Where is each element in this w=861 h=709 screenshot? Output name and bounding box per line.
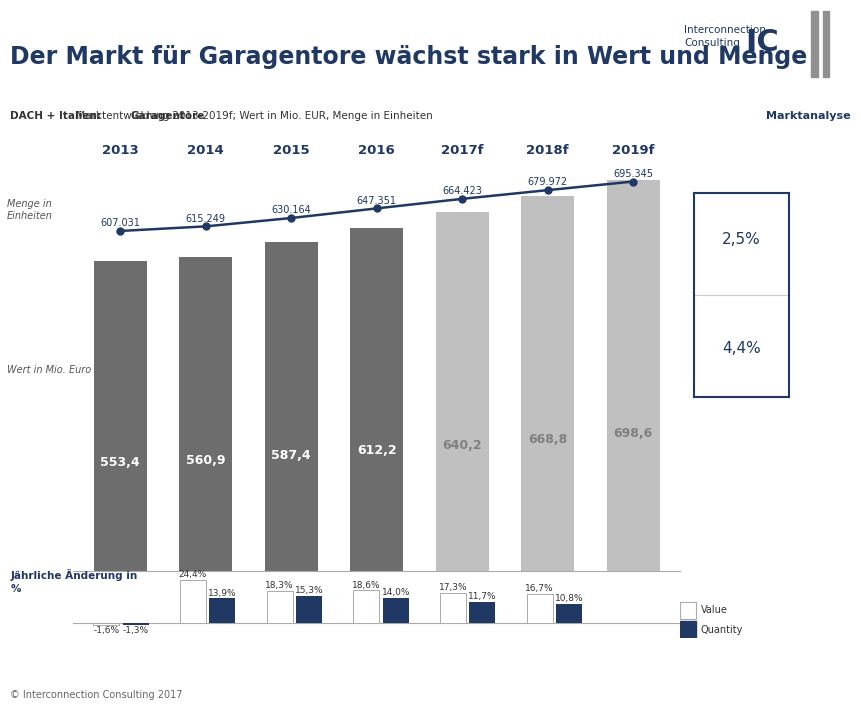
Text: 24,4%: 24,4% [179,571,207,579]
Text: 18,6%: 18,6% [352,581,381,589]
Bar [350,228,403,571]
Text: 664.423: 664.423 [443,186,482,196]
Text: 560,9: 560,9 [186,454,226,467]
Text: 647.351: 647.351 [356,196,397,206]
Bar [180,581,206,623]
Text: Interconnection
Consulting: Interconnection Consulting [684,25,766,48]
Text: 10,8%: 10,8% [554,594,584,603]
Text: DACH + Italien:: DACH + Italien: [10,111,102,121]
Text: 2015: 2015 [273,143,309,157]
Bar [680,621,696,638]
Text: 640,2: 640,2 [443,439,482,452]
Text: 2018f: 2018f [526,143,569,157]
Text: 11,7%: 11,7% [468,593,497,601]
Text: 2,5%: 2,5% [722,233,761,247]
Text: -1,3%: -1,3% [122,625,149,635]
Text: 15,3%: 15,3% [294,586,324,596]
Text: -1,6%: -1,6% [93,626,119,635]
Text: 17,3%: 17,3% [439,583,468,592]
Text: Marktanalyse: Marktanalyse [766,111,851,121]
Text: 13,9%: 13,9% [208,588,237,598]
Text: Quantity: Quantity [701,625,743,635]
Text: 630.164: 630.164 [271,205,311,216]
Bar [469,603,495,623]
Bar [812,11,818,77]
Bar [296,596,322,623]
Text: Garagentore: Garagentore [131,111,205,121]
Bar [93,623,119,625]
Text: 612,2: 612,2 [356,445,397,457]
Bar [122,623,149,625]
Bar [440,593,466,623]
Text: IC: IC [746,28,779,57]
Text: CAGR
16-20f: CAGR 16-20f [720,158,763,186]
Text: 695.345: 695.345 [613,169,653,179]
Text: 4,4%: 4,4% [722,340,761,355]
Text: Der Markt für Garagentore wächst stark in Wert und Menge: Der Markt für Garagentore wächst stark i… [10,45,808,69]
Text: © Interconnection Consulting 2017: © Interconnection Consulting 2017 [10,691,183,700]
Text: Jährliche Änderung in
%: Jährliche Änderung in % [10,569,138,594]
Bar [521,196,574,571]
Bar [527,593,553,623]
Text: Value: Value [701,605,728,615]
Bar [209,598,235,623]
Text: 679.972: 679.972 [528,177,567,187]
Text: 2013: 2013 [102,143,139,157]
Text: Menge in
Einheiten: Menge in Einheiten [7,199,53,221]
Text: 16,7%: 16,7% [525,584,554,593]
Text: 2017f: 2017f [441,143,483,157]
Bar [823,11,829,77]
Bar [680,602,696,619]
Text: 14,0%: 14,0% [381,588,410,598]
Bar [436,213,489,571]
Text: 615.249: 615.249 [186,213,226,223]
Bar [353,591,380,623]
Bar [267,591,293,623]
Text: Marktentwicklung: Marktentwicklung [73,111,173,121]
Bar [383,598,409,623]
Text: Wert in Mio. Euro: Wert in Mio. Euro [7,365,91,375]
Text: 18,3%: 18,3% [265,581,294,590]
Text: 668,8: 668,8 [528,433,567,446]
Text: 2014: 2014 [188,143,224,157]
Bar [607,179,660,571]
Text: 553,4: 553,4 [101,456,140,469]
Bar [94,261,146,571]
Text: 587,4: 587,4 [271,450,311,462]
Bar [264,242,318,571]
Text: 698,6: 698,6 [614,428,653,440]
Bar [179,257,232,571]
Text: 2013-2019f; Wert in Mio. EUR, Menge in Einheiten: 2013-2019f; Wert in Mio. EUR, Menge in E… [169,111,432,121]
Text: 2016: 2016 [358,143,395,157]
Bar [556,604,582,623]
Text: 607.031: 607.031 [100,218,140,228]
Text: 2019f: 2019f [612,143,654,157]
